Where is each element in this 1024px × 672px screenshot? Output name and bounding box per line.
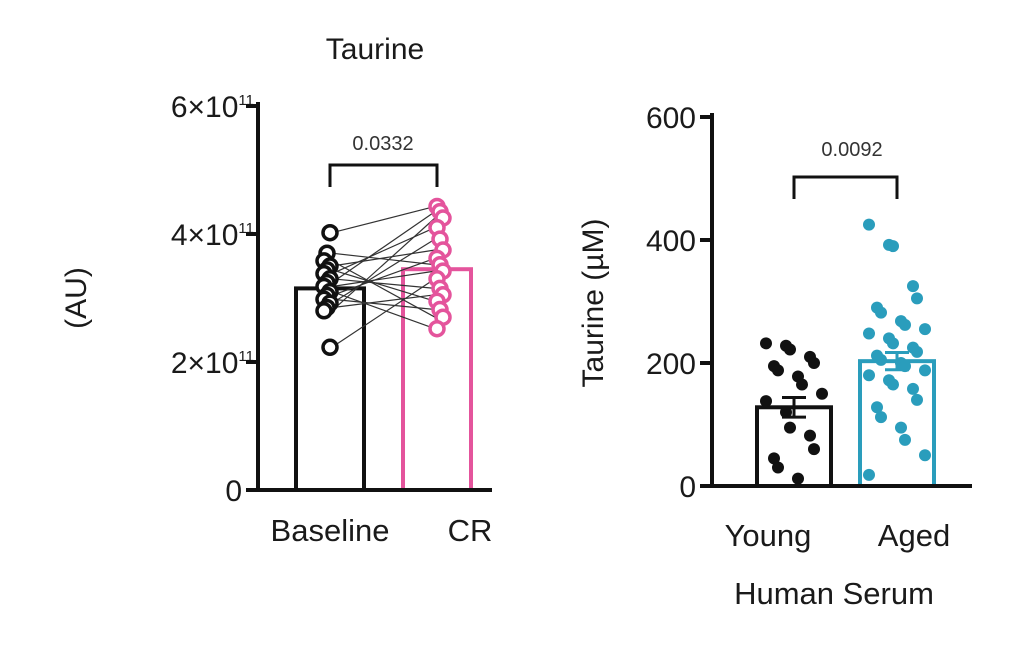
data-point-aged	[875, 411, 887, 424]
data-point-baseline	[315, 302, 333, 320]
chart-title: Taurine	[326, 33, 424, 66]
data-point-young	[792, 472, 804, 485]
pair-line	[331, 294, 436, 309]
data-point-aged	[875, 353, 887, 366]
data-points	[315, 197, 452, 357]
y-axis-label: (AU)	[60, 267, 93, 329]
data-point-baseline	[321, 338, 339, 357]
data-point-young	[772, 364, 784, 377]
y-tick-label: 200	[646, 348, 696, 381]
data-point-aged	[863, 327, 875, 340]
data-point-aged	[907, 382, 919, 395]
y-tick-label: 0	[679, 471, 696, 504]
data-point-young	[772, 461, 784, 474]
data-point-young	[808, 443, 820, 456]
y-axis-label-2: Taurine (µM)	[577, 219, 610, 388]
bracket-line	[328, 163, 439, 187]
x-axis-label: Human Serum	[734, 576, 934, 611]
data-point-aged	[919, 323, 931, 336]
y-tick-label: 2×1011	[171, 347, 254, 380]
x-tick-label-young: Young	[725, 518, 812, 553]
data-point-aged	[911, 292, 923, 305]
x-tick-label-aged: Aged	[878, 518, 950, 553]
data-point-aged	[899, 360, 911, 373]
data-point-young	[784, 343, 796, 356]
pair-line	[331, 270, 436, 288]
panel-taurine-um: Taurine (µM) 0 200 400 600 0.0092 Young Age…	[577, 102, 972, 611]
pair-line	[331, 278, 436, 348]
data-point-young	[784, 421, 796, 434]
data-point-young	[768, 452, 780, 465]
data-point-young	[760, 395, 772, 408]
data-point-aged	[919, 449, 931, 462]
y-tick-label: 0	[225, 475, 242, 508]
axes-2	[700, 113, 972, 488]
x-tick-label-baseline: Baseline	[271, 513, 390, 548]
data-point-young	[804, 429, 816, 442]
bar-baseline	[294, 286, 366, 492]
data-point-young	[808, 357, 820, 369]
significance-bracket	[328, 163, 439, 187]
y-tick-label: 4×1011	[171, 219, 254, 252]
data-point-aged	[919, 364, 931, 377]
pair-line	[331, 217, 436, 312]
bracket-line	[792, 175, 899, 199]
y-tick-label: 400	[646, 225, 696, 258]
data-point-cr	[428, 319, 446, 338]
data-point-aged	[911, 345, 923, 358]
data-point-young	[760, 337, 772, 350]
pair-line	[331, 211, 436, 284]
pair-lines	[331, 205, 436, 348]
y-tick-labels: 0 2×1011 4×1011 6×1011	[171, 91, 254, 508]
pair-line	[331, 291, 436, 330]
pair-line	[331, 227, 436, 275]
axes	[246, 102, 492, 492]
pair-line	[331, 257, 436, 297]
pair-line	[331, 205, 436, 234]
y-tick-labels-2: 0 200 400 600	[646, 102, 696, 504]
x-tick-label-cr: CR	[448, 513, 493, 548]
data-point-baseline	[321, 223, 339, 242]
pair-line	[331, 298, 436, 311]
significance-bracket-2	[792, 175, 899, 199]
y-tick-label: 600	[646, 102, 696, 135]
p-value-label-2: 0.0092	[821, 139, 882, 161]
data-point-aged	[907, 280, 919, 293]
pair-line	[331, 238, 436, 304]
data-point-aged	[887, 240, 899, 253]
pair-line	[331, 249, 436, 267]
data-point-aged	[911, 393, 923, 406]
y-tick-label: 6×1011	[171, 91, 254, 124]
data-point-young	[780, 406, 792, 419]
data-point-aged	[871, 401, 883, 414]
data-point-aged	[887, 378, 899, 391]
pair-line	[331, 252, 436, 266]
data-point-aged	[863, 369, 875, 382]
pair-line	[331, 269, 436, 302]
data-point-aged	[863, 468, 875, 481]
data-points-2	[760, 218, 931, 485]
data-point-aged	[899, 318, 911, 331]
data-point-aged	[899, 433, 911, 446]
data-point-aged	[875, 306, 887, 319]
p-value-label: 0.0332	[352, 133, 413, 155]
data-point-young	[816, 387, 828, 400]
data-point-young	[796, 378, 808, 391]
data-point-aged	[887, 337, 899, 350]
pair-line	[331, 278, 436, 289]
data-point-aged	[895, 421, 907, 434]
data-point-aged	[863, 218, 875, 231]
